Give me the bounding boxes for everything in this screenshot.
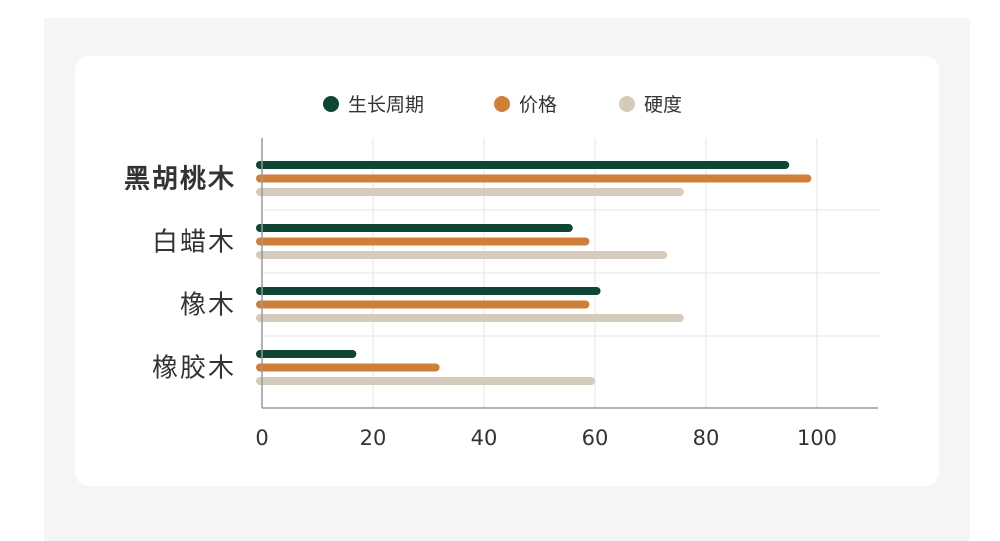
grid-lines — [262, 138, 880, 408]
category-label-2: 橡木 — [180, 291, 236, 321]
axes — [261, 138, 878, 409]
x-tick-labels: 0 20 40 60 80 100 — [255, 426, 837, 450]
legend-label-0: 生长周期 — [348, 94, 424, 116]
x-tick-label-80: 80 — [693, 426, 720, 450]
x-tick-label-100: 100 — [797, 426, 837, 450]
chart-card — [75, 56, 939, 486]
bar-3-0 — [256, 350, 357, 358]
x-tick-label-20: 20 — [360, 426, 387, 450]
bar-1-2 — [256, 251, 668, 259]
bar-0-1 — [256, 174, 812, 183]
legend: 生长周期 价格 硬度 — [323, 94, 682, 116]
category-label-3: 橡胶木 — [152, 354, 236, 384]
legend-marker-0 — [323, 96, 339, 112]
legend-marker-2 — [619, 96, 635, 112]
legend-marker-1 — [494, 96, 510, 112]
category-label-0: 黑胡桃木 — [124, 165, 236, 195]
bar-2-1 — [256, 300, 590, 309]
bar-1-1 — [256, 237, 590, 246]
bar-3-1 — [256, 363, 440, 372]
bar-2-2 — [256, 314, 684, 322]
legend-label-2: 硬度 — [644, 94, 682, 116]
bar-0-0 — [256, 161, 790, 169]
bars — [256, 161, 812, 385]
category-label-1: 白蜡木 — [152, 228, 236, 258]
legend-label-1: 价格 — [519, 94, 557, 116]
x-tick-label-60: 60 — [582, 426, 609, 450]
bar-0-2 — [256, 188, 684, 196]
x-tick-label-40: 40 — [471, 426, 498, 450]
x-tick-label-0: 0 — [255, 426, 268, 450]
bar-2-0 — [256, 287, 601, 295]
bar-1-0 — [256, 224, 573, 232]
bar-3-2 — [256, 377, 595, 385]
